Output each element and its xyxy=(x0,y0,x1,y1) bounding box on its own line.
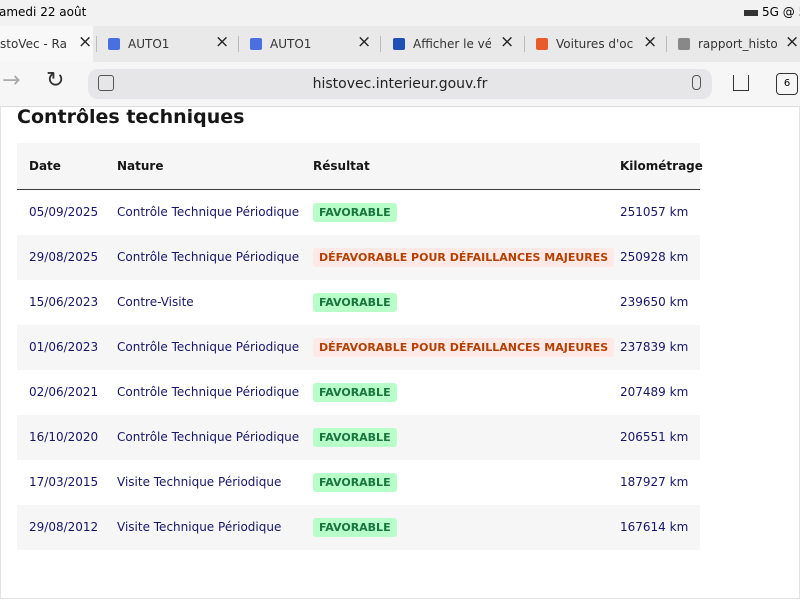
status-indicators: 5G @ 5 xyxy=(762,5,800,19)
reload-button[interactable]: ↻ xyxy=(46,68,65,93)
nature-cell: Contrôle Technique Périodique xyxy=(117,385,300,399)
web-page: Contrôles techniques Date Nature Résultat K… xyxy=(0,106,800,599)
tab-close-button[interactable]: × xyxy=(643,32,658,52)
table-row: 17/03/2015 Visite Technique Périodique FAV… xyxy=(17,460,700,505)
tab-icon xyxy=(536,38,548,50)
tab-close-button[interactable]: × xyxy=(500,32,515,52)
tab-close-button[interactable]: × xyxy=(78,32,93,52)
date-cell: 02/06/2021 xyxy=(29,385,99,399)
mileage-cell: 167614 km xyxy=(620,520,689,534)
status-bar: amedi 22 août 5G @ 5 xyxy=(0,0,800,26)
page-title: Contrôles techniques xyxy=(17,106,245,128)
date-cell: 15/06/2023 xyxy=(29,295,99,309)
table-row: 29/08/2025 Contrôle Technique Périodique D… xyxy=(17,235,700,280)
table-row: 05/09/2025 Contrôle Technique Périodique F… xyxy=(17,190,700,235)
column-header: Date xyxy=(29,159,61,173)
address-field[interactable]: histovec.interieur.gouv.fr xyxy=(88,69,712,99)
share-button[interactable] xyxy=(733,75,749,91)
tab-bar: stoVec - Rap×AUTO1×AUTO1×Afficher le véh… xyxy=(0,26,800,62)
mileage-cell: 207489 km xyxy=(620,385,689,399)
signal-icon xyxy=(744,10,758,16)
tab[interactable]: Afficher le véh × xyxy=(390,26,515,62)
nature-cell: Contrôle Technique Périodique xyxy=(117,205,300,219)
tab-separator xyxy=(666,36,667,52)
nature-cell: Visite Technique Périodique xyxy=(117,475,282,489)
nature-cell: Contrôle Technique Périodique xyxy=(117,250,300,264)
tab-icon xyxy=(393,38,405,50)
result-badge: DÉFAVORABLE POUR DÉFAILLANCES MAJEURES xyxy=(313,338,615,357)
mileage-cell: 237839 km xyxy=(620,340,689,354)
column-header: Nature xyxy=(117,159,164,173)
tab-icon xyxy=(250,38,262,50)
nature-cell: Contre-Visite xyxy=(117,295,194,309)
nature-cell: Visite Technique Périodique xyxy=(117,520,282,534)
date-cell: 05/09/2025 xyxy=(29,205,99,219)
mileage-cell: 187927 km xyxy=(620,475,689,489)
result-badge: FAVORABLE xyxy=(313,293,397,312)
date-cell: 29/08/2012 xyxy=(29,520,99,534)
tab-separator xyxy=(238,36,239,52)
toolbar: → ↻ histovec.interieur.gouv.fr 6 xyxy=(0,62,800,107)
table-row: 01/06/2023 Contrôle Technique Périodique D… xyxy=(17,325,700,370)
tab-close-button[interactable]: × xyxy=(215,32,230,52)
tab[interactable]: stoVec - Rap × xyxy=(0,26,93,62)
url: histovec.interieur.gouv.fr xyxy=(312,76,488,92)
tab[interactable]: AUTO1 × xyxy=(106,26,230,62)
date-cell: 01/06/2023 xyxy=(29,340,99,354)
table-row: 29/08/2012 Visite Technique Périodique FAV… xyxy=(17,505,700,550)
tab-count[interactable]: 6 xyxy=(776,73,798,95)
status-time: amedi 22 août xyxy=(0,5,87,19)
tab-title: stoVec - Rap xyxy=(0,37,68,51)
mileage-cell: 239650 km xyxy=(620,295,689,309)
result-badge: FAVORABLE xyxy=(313,518,397,537)
tab-title: Voitures d'occ xyxy=(556,37,634,51)
mileage-cell: 206551 km xyxy=(620,430,689,444)
mileage-cell: 251057 km xyxy=(620,205,689,219)
tab-title: rapport_histov xyxy=(698,37,778,51)
tab-icon xyxy=(678,38,690,50)
nature-cell: Contrôle Technique Périodique xyxy=(117,430,300,444)
result-badge: FAVORABLE xyxy=(313,473,397,492)
tab-icon xyxy=(108,38,120,50)
table-row: 02/06/2021 Contrôle Technique Périodique F… xyxy=(17,370,700,415)
tab-separator xyxy=(380,36,381,52)
forward-button[interactable]: → xyxy=(2,68,21,93)
tab[interactable]: Voitures d'occ × xyxy=(534,26,658,62)
tab-close-button[interactable]: × xyxy=(785,32,800,52)
tab-title: AUTO1 xyxy=(128,37,170,51)
date-cell: 17/03/2015 xyxy=(29,475,99,489)
tab[interactable]: AUTO1 × xyxy=(248,26,372,62)
reader-icon xyxy=(98,75,114,91)
column-header: Résultat xyxy=(313,159,370,173)
tab-separator xyxy=(524,36,525,52)
tab-title: Afficher le véh xyxy=(413,37,491,51)
tab-title: AUTO1 xyxy=(270,37,312,51)
nature-cell: Contrôle Technique Périodique xyxy=(117,340,300,354)
result-badge: FAVORABLE xyxy=(313,203,397,222)
table-header: Date Nature Résultat Kilométrage xyxy=(17,143,703,190)
table-row: 15/06/2023 Contre-Visite FAVORABLE 239650 k… xyxy=(17,280,700,325)
column-header: Kilométrage xyxy=(620,159,703,173)
mileage-cell: 250928 km xyxy=(620,250,689,264)
date-cell: 16/10/2020 xyxy=(29,430,99,444)
date-cell: 29/08/2025 xyxy=(29,250,99,264)
tab-close-button[interactable]: × xyxy=(357,32,372,52)
result-badge: DÉFAVORABLE POUR DÉFAILLANCES MAJEURES xyxy=(313,248,615,267)
tab[interactable]: rapport_histov × xyxy=(676,26,800,62)
mic-icon[interactable] xyxy=(692,75,701,90)
result-badge: FAVORABLE xyxy=(313,428,397,447)
result-badge: FAVORABLE xyxy=(313,383,397,402)
table-row: 16/10/2020 Contrôle Technique Périodique F… xyxy=(17,415,700,460)
tab-separator xyxy=(96,36,97,52)
